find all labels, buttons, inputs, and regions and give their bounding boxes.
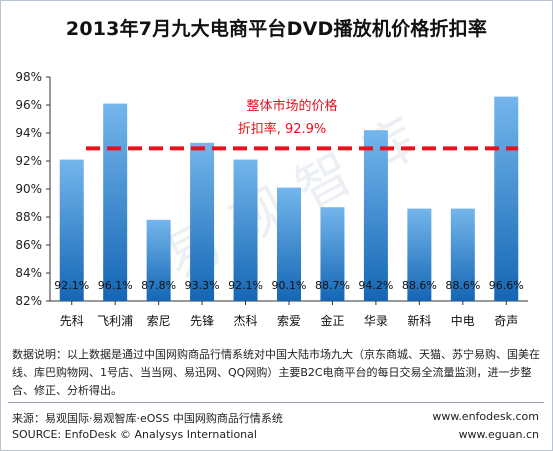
bar (233, 159, 258, 301)
x-category-label: 索尼 (147, 314, 171, 328)
y-tick-label: 84% (15, 266, 42, 280)
bar-value-label: 96.1% (98, 279, 133, 292)
bar-value-label: 96.6% (489, 279, 524, 292)
bar-value-label: 90.1% (272, 279, 307, 292)
chart-title: 2013年7月九大电商平台DVD播放机价格折扣率 (65, 18, 488, 40)
bar-value-label: 92.1% (54, 279, 89, 292)
y-tick-label: 90% (15, 182, 42, 196)
url-eguan: www.eguan.cn (458, 428, 539, 441)
bar-chart: 82% 84% 86% 88% 90% 92% 94% 96% 98% 92.1% 96.1% 87… (15, 70, 528, 328)
bar (407, 208, 432, 301)
x-category-label: 中电 (451, 313, 475, 328)
bar (190, 142, 215, 301)
bar (146, 219, 171, 301)
bar-value-label: 94.2% (358, 279, 393, 292)
x-category-label: 华录 (364, 314, 388, 328)
url-enfodesk: www.enfodesk.com (432, 410, 539, 423)
bar-value-label: 88.6% (445, 279, 480, 292)
bar-value-label: 92.1% (228, 279, 263, 292)
source-cn: 来源：易观国际·易观智库·eOSS 中国网购商品行情系统 (12, 412, 283, 425)
bar-value-label: 88.7% (315, 279, 350, 292)
bar (363, 130, 388, 301)
y-tick-label: 86% (15, 238, 42, 252)
bar (59, 159, 84, 301)
x-category-label: 金正 (320, 313, 344, 328)
bar-value-label: 88.6% (402, 279, 437, 292)
y-tick-label: 92% (15, 154, 42, 168)
source-en: SOURCE: EnfoDesk © Analysys Internationa… (12, 428, 257, 441)
y-tick-label: 88% (15, 210, 42, 224)
reference-annotation-line1: 整体市场的价格 (246, 98, 337, 114)
x-category-label: 先锋 (190, 314, 214, 328)
bar (103, 103, 128, 301)
bar (494, 96, 519, 301)
reference-annotation-line2: 折扣率, 92.9% (238, 121, 327, 137)
bar (277, 187, 301, 301)
x-category-label: 先科 (60, 314, 84, 328)
y-tick-label: 94% (15, 126, 42, 140)
y-tick-label: 82% (15, 294, 42, 308)
bar-value-label: 87.8% (141, 279, 176, 292)
bar-value-label: 93.3% (185, 279, 220, 292)
bar (320, 207, 345, 301)
x-category-label: 杰科 (234, 314, 258, 328)
y-tick-label: 98% (15, 70, 42, 84)
footer-divider (8, 402, 544, 403)
bar (450, 208, 475, 301)
y-tick-label: 96% (15, 98, 42, 112)
data-description: 数据说明：以上数据是通过中国网购商品行情系统对中国大陆市场九大（京东商城、天猫、… (12, 348, 540, 397)
x-category-label: 新科 (407, 313, 431, 328)
x-category-label: 奇声 (494, 314, 518, 328)
x-category-label: 飞利浦 (97, 314, 133, 328)
x-category-label: 索爱 (277, 314, 301, 328)
